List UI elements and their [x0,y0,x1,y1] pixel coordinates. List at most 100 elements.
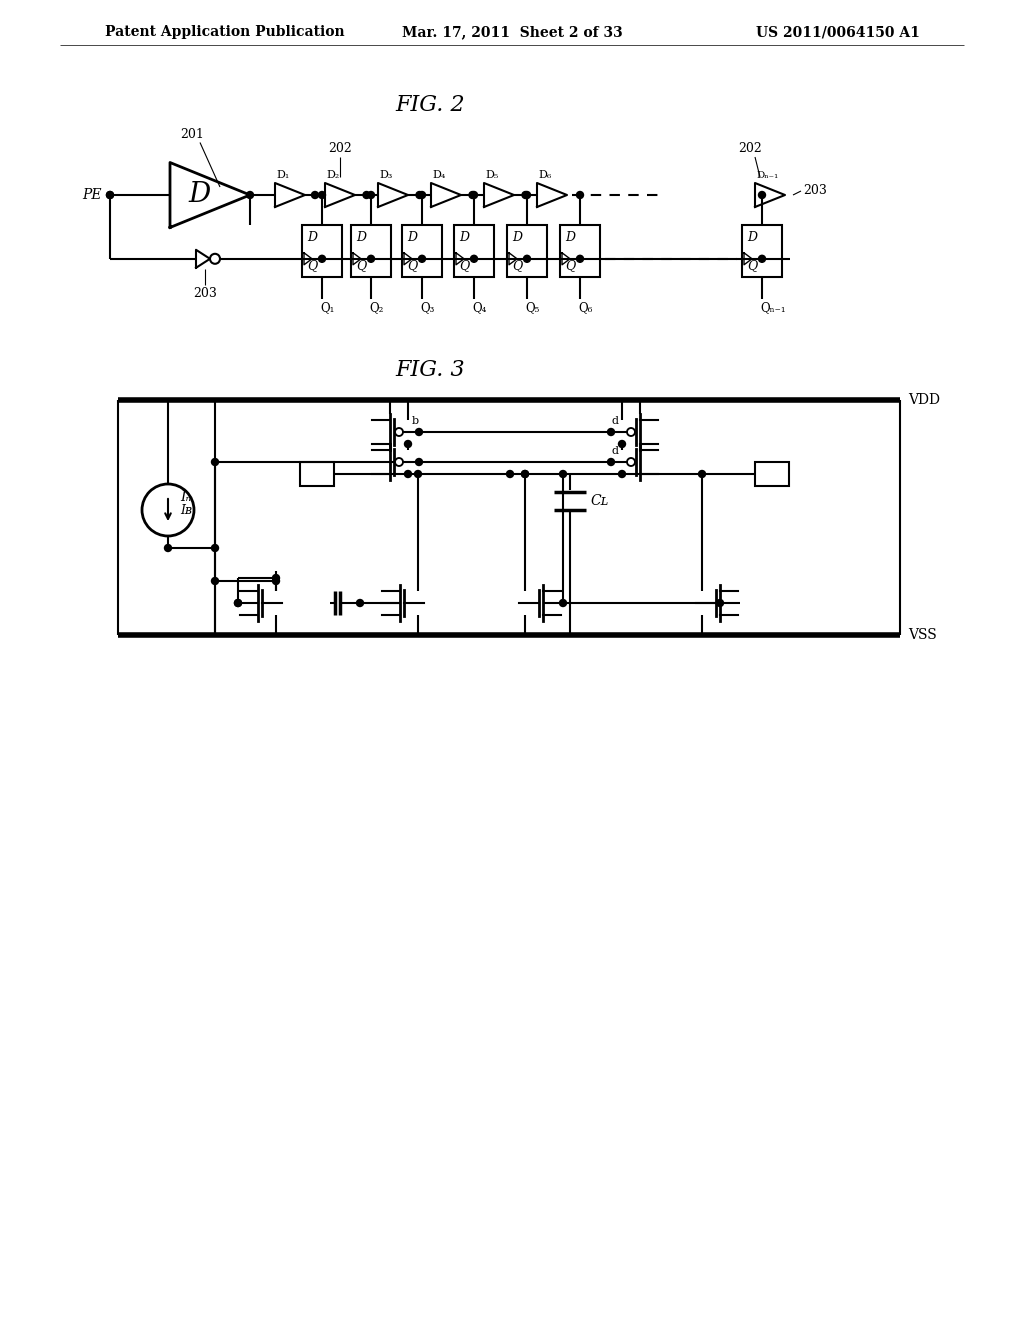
Circle shape [521,470,528,478]
Text: Q₂: Q₂ [369,301,383,314]
Circle shape [212,544,218,552]
Text: D: D [307,231,317,244]
Circle shape [311,191,318,198]
Text: Dₙ₋₁: Dₙ₋₁ [756,172,778,180]
Text: Patent Application Publication: Patent Application Publication [105,25,345,40]
Text: Q: Q [307,259,317,272]
Circle shape [318,191,326,198]
Circle shape [106,191,114,198]
Text: Q₄: Q₄ [472,301,486,314]
Text: Q: Q [407,259,417,272]
Circle shape [395,428,403,436]
Circle shape [759,255,766,263]
Text: D: D [565,231,575,244]
Circle shape [165,544,171,552]
Circle shape [523,255,530,263]
Text: D₆: D₆ [538,170,551,180]
Text: Cʟ: Cʟ [590,494,608,508]
Circle shape [419,191,426,198]
Circle shape [395,458,403,466]
Text: 203: 203 [803,183,826,197]
Text: D₄: D₄ [432,170,445,180]
Text: 202: 202 [328,143,352,154]
Circle shape [416,429,423,436]
Bar [302,224,342,277]
Text: D₃: D₃ [379,170,392,180]
Text: Q₁: Q₁ [319,301,335,314]
Text: D: D [512,231,522,244]
Circle shape [212,578,218,585]
Text: D₂: D₂ [326,170,339,180]
Text: 202: 202 [738,143,762,154]
Text: D: D [459,231,469,244]
Text: FIG. 2: FIG. 2 [395,94,465,116]
Circle shape [522,191,529,198]
Text: Mar. 17, 2011  Sheet 2 of 33: Mar. 17, 2011 Sheet 2 of 33 [401,25,623,40]
Text: D₅: D₅ [485,170,499,180]
Bar [560,224,600,277]
Text: d: d [611,446,618,455]
Text: US 2011/0064150 A1: US 2011/0064150 A1 [756,25,920,40]
Circle shape [618,470,626,478]
Text: D₁: D₁ [276,170,289,180]
Bar [300,462,334,486]
Circle shape [607,429,614,436]
Bar [507,224,547,277]
Circle shape [234,599,242,606]
Circle shape [368,255,375,263]
Circle shape [559,470,566,478]
Circle shape [356,599,364,606]
Text: Iₙ: Iₙ [180,490,191,504]
Circle shape [698,470,706,478]
Circle shape [404,470,412,478]
Circle shape [212,458,218,466]
Text: Q: Q [565,259,575,272]
Circle shape [416,458,423,466]
Circle shape [234,599,242,606]
Bar [755,462,790,486]
Text: Q: Q [356,259,367,272]
Circle shape [272,578,280,585]
Text: 203: 203 [194,286,217,300]
Circle shape [627,428,635,436]
Text: VDD: VDD [908,393,940,407]
Circle shape [416,191,423,198]
Circle shape [759,191,766,198]
Circle shape [415,470,422,478]
Bar [454,224,494,277]
Text: D: D [356,231,366,244]
Circle shape [469,191,476,198]
Circle shape [559,599,566,606]
Text: VSS: VSS [908,628,937,642]
Text: D: D [746,231,757,244]
Circle shape [318,255,326,263]
Text: FIG. 3: FIG. 3 [395,359,465,381]
Circle shape [607,458,614,466]
Circle shape [210,253,220,264]
Text: d: d [611,416,618,426]
Text: Q: Q [512,259,522,272]
Bar [742,224,782,277]
Text: Iʙ: Iʙ [180,503,193,516]
Circle shape [404,441,412,447]
Circle shape [106,191,114,198]
Circle shape [368,191,375,198]
Text: 201: 201 [180,128,204,140]
Circle shape [272,574,280,582]
Circle shape [577,255,584,263]
Circle shape [419,255,426,263]
Bar [351,224,391,277]
Circle shape [717,599,724,606]
Text: Q₃: Q₃ [420,301,434,314]
Text: D: D [188,181,211,209]
Text: Q: Q [459,259,469,272]
Circle shape [247,191,254,198]
Text: Q₆: Q₆ [578,301,592,314]
Circle shape [618,441,626,447]
Text: PE: PE [83,187,102,202]
Circle shape [470,191,477,198]
Text: Q₅: Q₅ [525,301,540,314]
Text: b: b [412,416,419,426]
Circle shape [523,191,530,198]
Circle shape [521,470,528,478]
